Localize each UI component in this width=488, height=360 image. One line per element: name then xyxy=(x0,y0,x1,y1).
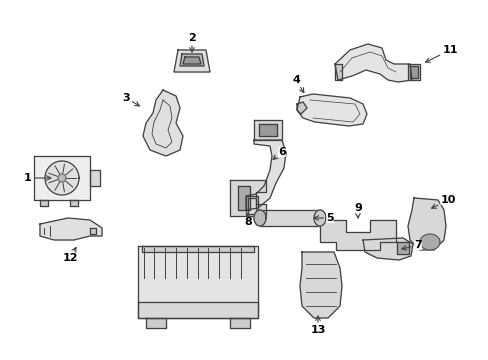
Polygon shape xyxy=(146,318,165,328)
Polygon shape xyxy=(183,57,201,64)
Text: 8: 8 xyxy=(244,214,251,227)
Polygon shape xyxy=(409,66,417,78)
Polygon shape xyxy=(260,210,319,226)
Polygon shape xyxy=(259,124,276,136)
Polygon shape xyxy=(58,174,66,182)
Text: 13: 13 xyxy=(310,316,325,335)
Polygon shape xyxy=(407,198,445,250)
Polygon shape xyxy=(253,120,282,140)
Polygon shape xyxy=(407,64,419,80)
Polygon shape xyxy=(296,94,366,126)
Polygon shape xyxy=(296,102,306,114)
Polygon shape xyxy=(142,246,253,252)
Polygon shape xyxy=(229,318,249,328)
Polygon shape xyxy=(40,218,102,240)
Polygon shape xyxy=(238,186,249,210)
Text: 12: 12 xyxy=(62,247,78,263)
Text: 2: 2 xyxy=(188,33,196,52)
Polygon shape xyxy=(229,180,265,216)
Polygon shape xyxy=(138,246,258,318)
Text: 5: 5 xyxy=(313,213,333,223)
Polygon shape xyxy=(334,64,341,80)
Polygon shape xyxy=(90,170,100,186)
Text: 7: 7 xyxy=(401,240,421,250)
Text: 1: 1 xyxy=(24,173,51,183)
Polygon shape xyxy=(70,200,78,206)
Polygon shape xyxy=(313,210,325,226)
Polygon shape xyxy=(245,196,258,216)
Polygon shape xyxy=(142,90,183,156)
Polygon shape xyxy=(419,234,439,250)
Text: 10: 10 xyxy=(431,195,455,208)
Polygon shape xyxy=(90,228,96,234)
Polygon shape xyxy=(362,238,412,260)
Polygon shape xyxy=(45,161,79,195)
Text: 9: 9 xyxy=(353,203,361,218)
Text: 6: 6 xyxy=(272,147,285,159)
Text: 3: 3 xyxy=(122,93,139,106)
Polygon shape xyxy=(334,44,411,82)
Polygon shape xyxy=(245,140,285,210)
Polygon shape xyxy=(299,252,341,318)
Polygon shape xyxy=(138,302,258,318)
Polygon shape xyxy=(34,156,90,200)
Polygon shape xyxy=(319,220,395,250)
Polygon shape xyxy=(396,242,408,254)
Text: 4: 4 xyxy=(291,75,303,93)
Polygon shape xyxy=(40,200,48,206)
Polygon shape xyxy=(247,198,256,214)
Polygon shape xyxy=(253,210,265,226)
Text: 11: 11 xyxy=(425,45,457,62)
Polygon shape xyxy=(174,50,209,72)
Polygon shape xyxy=(180,54,203,66)
